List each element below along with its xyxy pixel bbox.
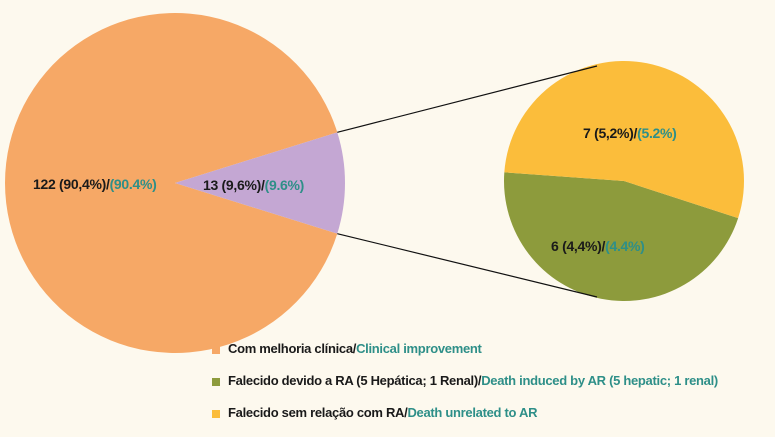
legend-entry: Falecido devido a RA (5 Hepática; 1 Rena… <box>228 373 718 388</box>
label-count: 122 (90,4%)/ <box>33 176 110 192</box>
label-percent: (90.4%) <box>110 176 157 192</box>
connector <box>337 233 598 298</box>
label-count: 13 (9,6%)/ <box>203 177 265 193</box>
legend-entry: Com melhoria clínica/Clinical improvemen… <box>228 341 483 356</box>
pie-slice <box>504 172 739 301</box>
data-label: 6 (4,4%)/(4.4%) <box>551 238 645 254</box>
legend-name-en: Death induced by AR (5 hepatic; 1 renal) <box>481 373 718 388</box>
legend-name: Com melhoria clínica/ <box>228 341 357 356</box>
label-percent: (4.4%) <box>605 238 644 254</box>
legend-entry: Falecido sem relação com RA/Death unrela… <box>228 405 538 420</box>
pie-slice <box>175 132 345 234</box>
pie-slice <box>504 60 744 219</box>
legend-name-en: Clinical improvement <box>356 341 482 356</box>
legend-name-en: Death unrelated to AR <box>407 405 538 420</box>
legend-name: Falecido sem relação com RA/ <box>228 405 408 420</box>
legend-swatch <box>212 410 220 418</box>
data-label: 7 (5,2%)/(5.2%) <box>583 125 677 141</box>
connector <box>337 65 598 133</box>
data-label: 122 (90,4%)/(90.4%) <box>33 176 156 192</box>
label-count: 6 (4,4%)/ <box>551 238 606 254</box>
label-percent: (5.2%) <box>637 125 676 141</box>
label-count: 7 (5,2%)/ <box>583 125 638 141</box>
legend-swatch <box>212 346 220 354</box>
pie-slice <box>5 12 338 353</box>
data-label: 13 (9,6%)/(9.6%) <box>203 177 304 193</box>
label-percent: (9.6%) <box>265 177 304 193</box>
legend-name: Falecido devido a RA (5 Hepática; 1 Rena… <box>228 373 482 388</box>
legend-swatch <box>212 378 220 386</box>
